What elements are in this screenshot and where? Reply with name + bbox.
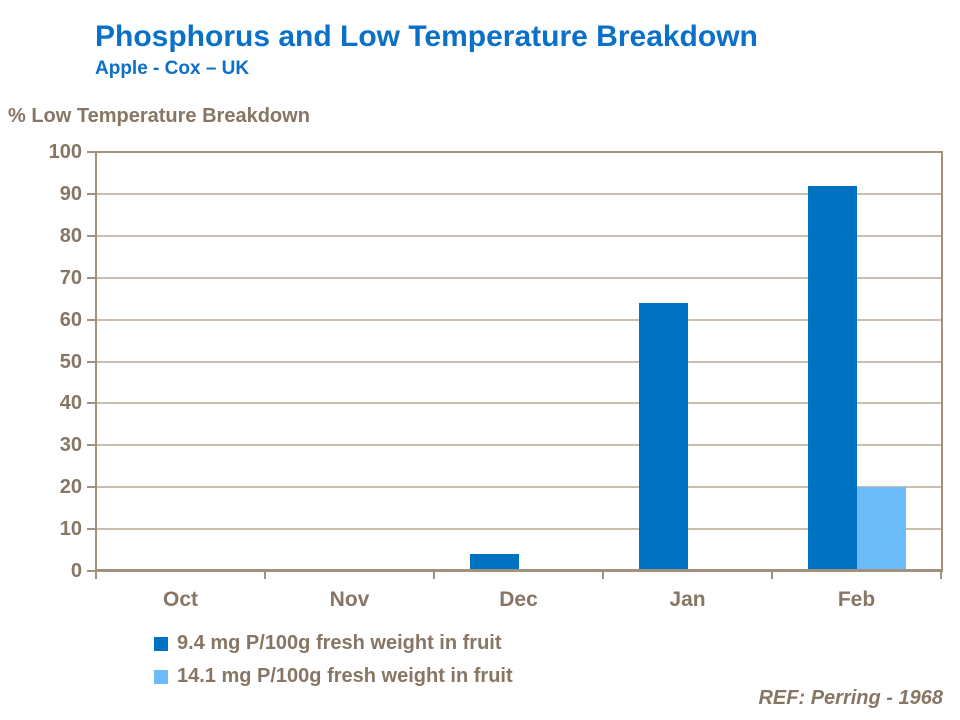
y-axis-line xyxy=(95,151,97,578)
y-tick-label-40: 40 xyxy=(59,392,82,415)
y-tick-label-100: 100 xyxy=(48,141,82,163)
legend-item-series-1: 9.4 mg P/100g fresh weight in fruit xyxy=(154,627,513,660)
x-label-feb: Feb xyxy=(837,588,876,611)
x-tick-3 xyxy=(602,572,604,579)
gridline-30 xyxy=(96,444,941,447)
legend-label-series-1: 9.4 mg P/100g fresh weight in fruit xyxy=(177,632,502,654)
reference-note: REF: Perring - 1968 xyxy=(758,687,943,709)
x-label-dec: Dec xyxy=(499,588,538,611)
y-tick-0 xyxy=(87,570,96,572)
y-tick-label-30: 30 xyxy=(59,434,82,457)
chart-title: Phosphorus and Low Temperature Breakdown xyxy=(95,20,758,53)
gridline-90 xyxy=(96,192,941,195)
y-tick-label-20: 20 xyxy=(59,476,82,499)
y-tick-10 xyxy=(87,528,96,531)
plot-border-top xyxy=(95,151,943,153)
x-tick-1 xyxy=(264,572,266,579)
y-axis-title: % Low Temperature Breakdown xyxy=(8,105,310,127)
x-tick-0 xyxy=(95,572,97,579)
x-tick-5 xyxy=(940,572,942,579)
x-label-oct: Oct xyxy=(162,588,198,611)
x-tick-4 xyxy=(771,572,773,579)
y-tick-30 xyxy=(87,444,96,447)
x-label-jan: Jan xyxy=(669,588,706,611)
y-tick-label-80: 80 xyxy=(59,224,82,247)
legend: 9.4 mg P/100g fresh weight in fruit 14.1… xyxy=(154,627,513,693)
gridline-50 xyxy=(96,360,941,363)
y-tick-40 xyxy=(87,402,96,405)
bar-dec-series-1 xyxy=(469,554,519,571)
y-tick-80 xyxy=(87,234,96,237)
gridline-60 xyxy=(96,318,941,321)
y-tick-label-60: 60 xyxy=(59,308,82,331)
legend-label-series-2: 14.1 mg P/100g fresh weight in fruit xyxy=(177,665,513,687)
y-tick-90 xyxy=(87,192,96,195)
bar-feb-series-2 xyxy=(856,487,906,571)
gridline-20 xyxy=(96,486,941,489)
y-tick-70 xyxy=(87,276,96,279)
bar-jan-series-1 xyxy=(638,302,688,571)
plot-border-right xyxy=(941,152,943,571)
gridline-80 xyxy=(96,234,941,237)
x-tick-2 xyxy=(433,572,435,579)
legend-item-series-2: 14.1 mg P/100g fresh weight in fruit xyxy=(154,660,513,693)
legend-swatch-series-1 xyxy=(154,636,168,651)
y-tick-20 xyxy=(87,486,96,489)
y-tick-label-90: 90 xyxy=(59,182,82,205)
gridline-10 xyxy=(96,528,941,531)
y-tick-50 xyxy=(87,360,96,363)
x-axis-line xyxy=(95,569,943,572)
legend-swatch-series-2 xyxy=(154,669,168,684)
chart-subtitle: Apple - Cox – UK xyxy=(95,58,250,79)
y-tick-label-70: 70 xyxy=(59,266,82,289)
y-tick-label-10: 10 xyxy=(59,518,82,541)
y-tick-100 xyxy=(87,151,96,153)
gridline-70 xyxy=(96,276,941,279)
y-tick-60 xyxy=(87,318,96,321)
bar-feb-series-1 xyxy=(807,185,857,571)
y-tick-label-0: 0 xyxy=(70,560,82,582)
x-label-nov: Nov xyxy=(329,588,370,611)
y-tick-label-50: 50 xyxy=(59,350,82,373)
gridline-40 xyxy=(96,402,941,405)
